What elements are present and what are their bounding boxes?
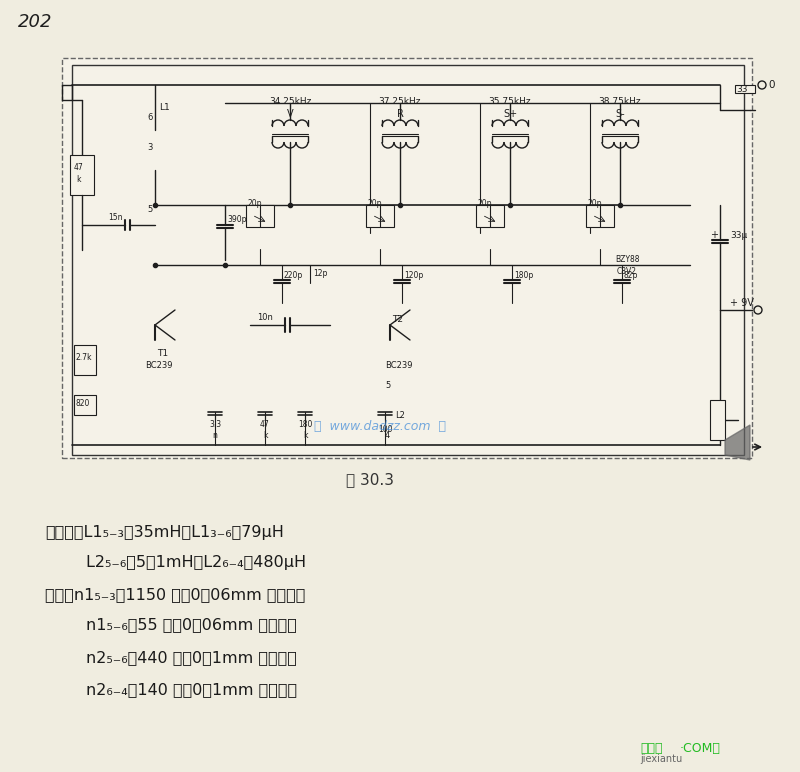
- Text: n1₅₋₆＝55 匹，0．06mm 铜漆包线: n1₅₋₆＝55 匹，0．06mm 铜漆包线: [45, 618, 297, 632]
- Text: +: +: [710, 230, 718, 240]
- Bar: [246, 205, 274, 227]
- Text: 47: 47: [74, 162, 84, 171]
- Bar: [710, 400, 725, 440]
- Text: 20p: 20p: [478, 198, 493, 208]
- Text: k: k: [76, 174, 81, 184]
- Bar: [74, 345, 96, 375]
- Text: 10n: 10n: [257, 313, 273, 321]
- Bar: [366, 205, 394, 227]
- Text: + 9V: + 9V: [730, 298, 754, 308]
- Text: BC239: BC239: [385, 361, 413, 370]
- Bar: [735, 85, 755, 93]
- Text: 4: 4: [385, 431, 390, 439]
- Text: 33: 33: [736, 84, 747, 93]
- Text: 12p: 12p: [313, 269, 327, 277]
- Text: 37.25kHz: 37.25kHz: [378, 97, 422, 107]
- Text: jiexiantu: jiexiantu: [640, 754, 682, 764]
- Bar: [586, 205, 614, 227]
- Text: S-: S-: [615, 109, 625, 119]
- Text: 0: 0: [768, 80, 774, 90]
- Bar: [74, 395, 96, 415]
- Bar: [476, 205, 504, 227]
- Text: C8V2: C8V2: [617, 268, 637, 276]
- Text: 100: 100: [378, 425, 392, 435]
- Text: 20p: 20p: [588, 198, 602, 208]
- Text: 33μ: 33μ: [730, 231, 747, 239]
- Text: 3: 3: [147, 144, 152, 153]
- Text: BC239: BC239: [145, 361, 173, 370]
- Text: 82p: 82p: [624, 270, 638, 279]
- Polygon shape: [725, 425, 750, 460]
- Text: L1: L1: [159, 103, 170, 113]
- Text: n2₅₋₆＝440 匹，0．1mm 铜漆包线: n2₅₋₆＝440 匹，0．1mm 铜漆包线: [45, 651, 297, 665]
- Text: 38.75kHz: 38.75kHz: [598, 97, 642, 107]
- Text: 20p: 20p: [368, 198, 382, 208]
- Text: 20p: 20p: [248, 198, 262, 208]
- Text: BZY88: BZY88: [615, 256, 639, 265]
- Text: 匹数：n1₅₋₃＝1150 匹，0．06mm 铜漆包线: 匹数：n1₅₋₃＝1150 匹，0．06mm 铜漆包线: [45, 587, 306, 602]
- Text: 6: 6: [147, 113, 152, 123]
- Text: T1: T1: [157, 348, 168, 357]
- Text: S+: S+: [503, 109, 517, 119]
- Text: 3.3
n: 3.3 n: [209, 420, 221, 440]
- Text: ·COM图: ·COM图: [680, 742, 721, 755]
- Text: 820: 820: [76, 398, 90, 408]
- Bar: [62, 58, 752, 458]
- Text: 5: 5: [385, 381, 390, 390]
- Text: 电感量：L1₅₋₃＝35mH，L1₃₋₆＝79μH: 电感量：L1₅₋₃＝35mH，L1₃₋₆＝79μH: [45, 524, 284, 540]
- Bar: [70, 155, 94, 195]
- Text: 2.7k: 2.7k: [76, 354, 93, 363]
- Text: L2₅₋₆＝5．1mH，L2₆₋₄＝480μH: L2₅₋₆＝5．1mH，L2₆₋₄＝480μH: [45, 554, 306, 570]
- Text: T2: T2: [392, 316, 403, 324]
- Text: 202: 202: [18, 13, 53, 31]
- Text: 图 30.3: 图 30.3: [346, 472, 394, 487]
- Text: 机  www.dadzz.com  司: 机 www.dadzz.com 司: [314, 420, 446, 433]
- Text: R: R: [397, 109, 403, 119]
- Text: n2₆₋₄＝140 匹，0．1mm 铜漆包线: n2₆₋₄＝140 匹，0．1mm 铜漆包线: [45, 682, 297, 697]
- Text: 180p: 180p: [514, 270, 534, 279]
- Text: 35.75kHz: 35.75kHz: [489, 97, 531, 107]
- Text: 接线图: 接线图: [640, 742, 662, 755]
- Text: 220p: 220p: [284, 270, 303, 279]
- Text: V: V: [286, 109, 294, 119]
- Text: 180
k: 180 k: [298, 420, 312, 440]
- Bar: [72, 65, 744, 455]
- Text: 34.25kHz: 34.25kHz: [269, 97, 311, 107]
- Text: 5: 5: [147, 205, 152, 215]
- Text: L2: L2: [395, 411, 405, 419]
- Text: 120p: 120p: [404, 270, 423, 279]
- Text: 15n: 15n: [108, 214, 122, 222]
- Text: 47
k: 47 k: [260, 420, 270, 440]
- Text: 390p: 390p: [227, 215, 246, 225]
